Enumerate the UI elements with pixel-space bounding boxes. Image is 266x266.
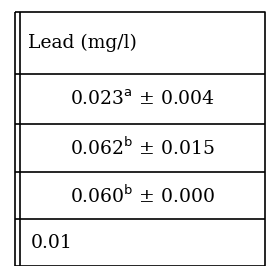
Text: Lead (mg/l): Lead (mg/l) — [28, 34, 137, 52]
Text: 0.023$^{\mathrm{a}}$ ± 0.004: 0.023$^{\mathrm{a}}$ ± 0.004 — [70, 89, 215, 109]
Text: 0.01: 0.01 — [31, 234, 72, 252]
Text: 0.060$^{\mathrm{b}}$ ± 0.000: 0.060$^{\mathrm{b}}$ ± 0.000 — [70, 184, 215, 207]
Text: 0.062$^{\mathrm{b}}$ ± 0.015: 0.062$^{\mathrm{b}}$ ± 0.015 — [70, 136, 215, 159]
